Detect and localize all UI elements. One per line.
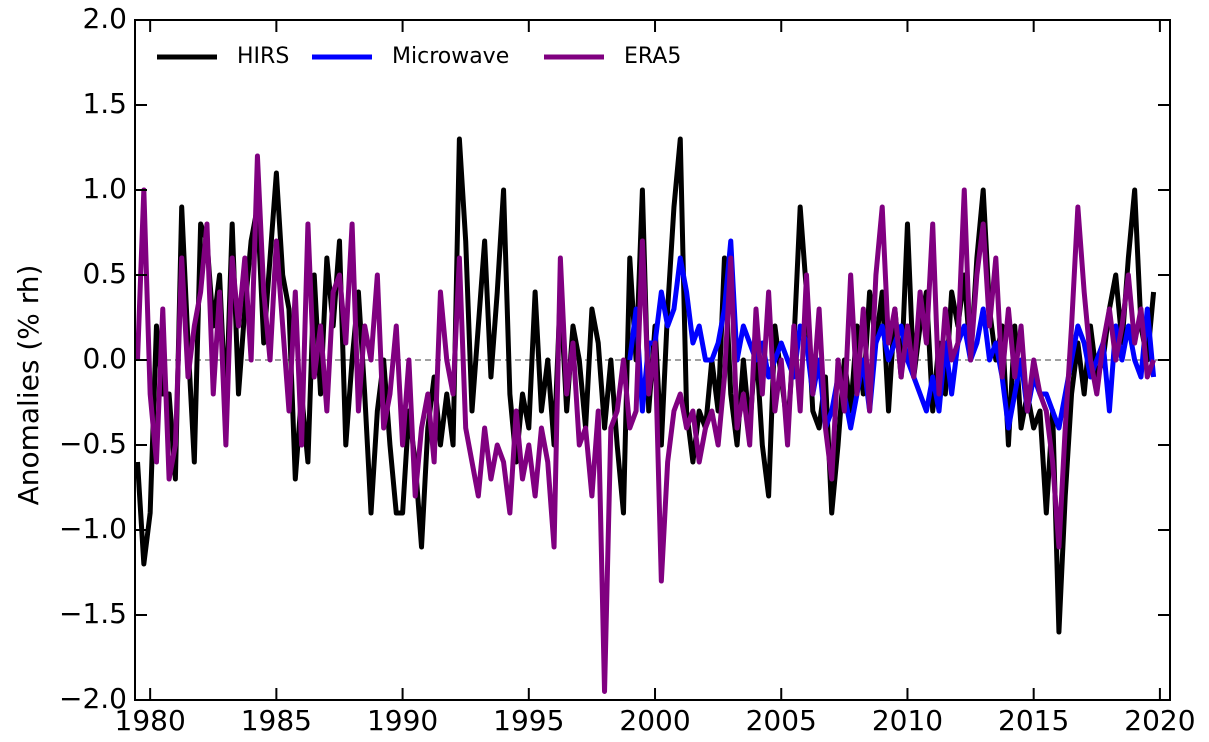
x-tick-label: 2005 bbox=[746, 704, 817, 737]
x-tick-label: 2015 bbox=[998, 704, 1069, 737]
y-tick-label: 0.0 bbox=[82, 342, 127, 375]
y-tick-label: 1.5 bbox=[82, 87, 127, 120]
x-tick-label: 2010 bbox=[872, 704, 943, 737]
legend-label: ERA5 bbox=[624, 44, 681, 69]
x-tick-label: 1985 bbox=[241, 704, 312, 737]
y-tick-label: 2.0 bbox=[82, 2, 127, 35]
legend-label: Microwave bbox=[392, 44, 509, 69]
x-tick-label: 1980 bbox=[115, 704, 186, 737]
x-tick-label: 2000 bbox=[619, 704, 690, 737]
y-tick-label: −2.0 bbox=[59, 682, 127, 715]
y-tick-label: 1.0 bbox=[82, 172, 127, 205]
y-tick-label: −0.5 bbox=[59, 427, 127, 460]
x-tick-label: 1995 bbox=[493, 704, 564, 737]
y-tick-label: 0.5 bbox=[82, 257, 127, 290]
y-axis-label: Anomalies (% rh) bbox=[12, 265, 45, 506]
legend-label: HIRS bbox=[237, 44, 289, 69]
y-tick-label: −1.5 bbox=[59, 597, 127, 630]
x-tick-label: 1990 bbox=[367, 704, 438, 737]
data-line bbox=[135, 153, 1156, 694]
x-tick-label: 2020 bbox=[1124, 704, 1195, 737]
y-tick-label: −1.0 bbox=[59, 512, 127, 545]
